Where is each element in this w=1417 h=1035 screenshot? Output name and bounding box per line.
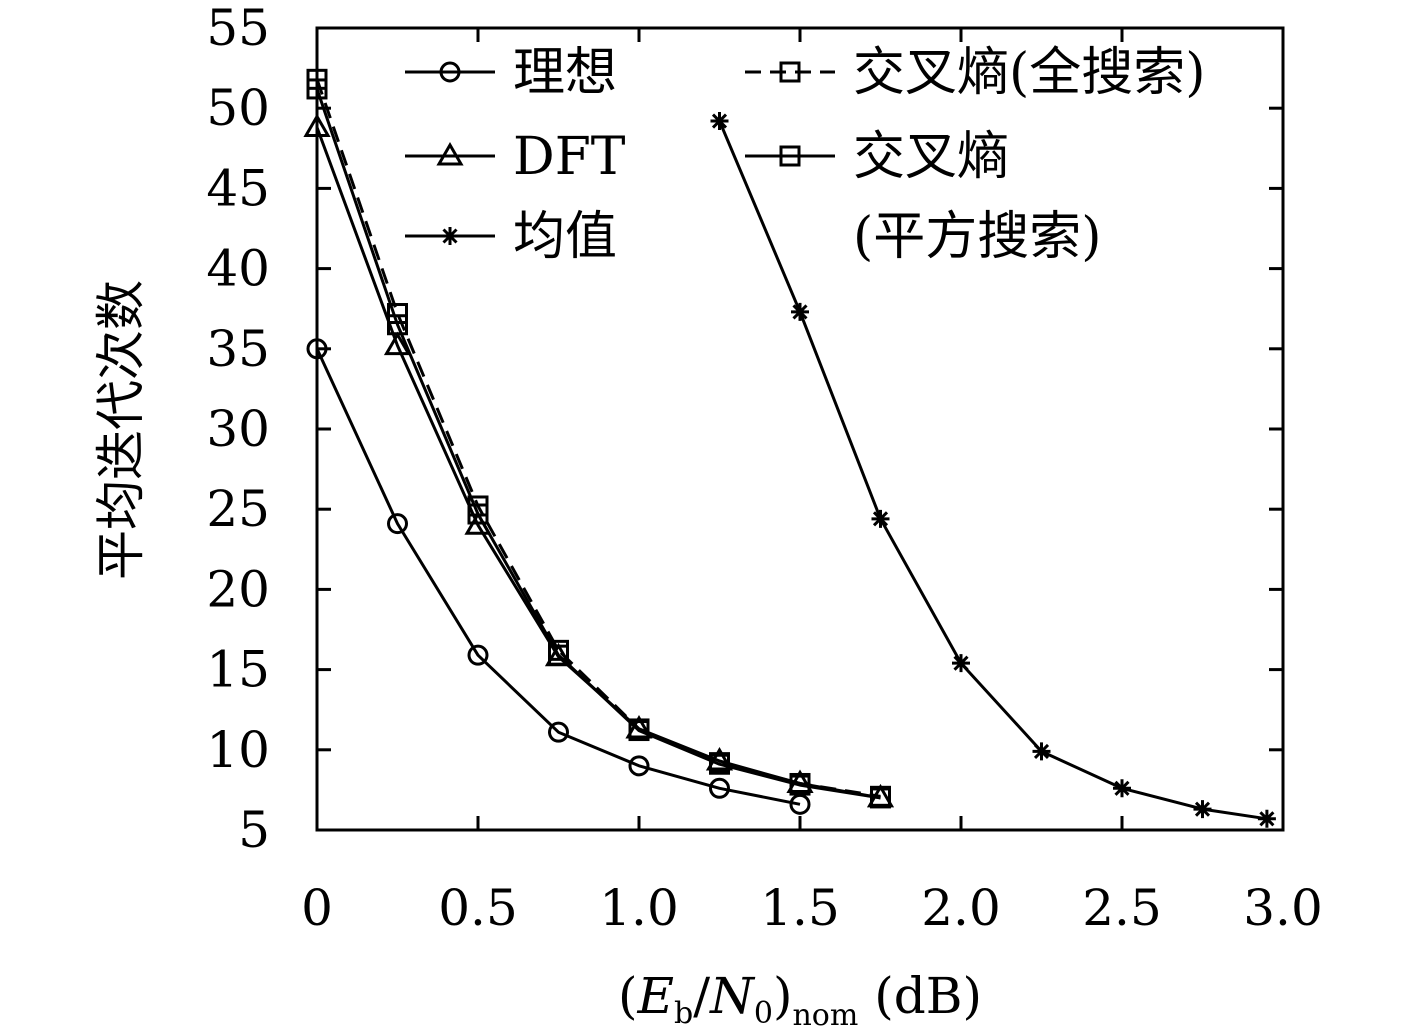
legend-item: 均值 [405, 207, 617, 267]
y-tick-label: 55 [206, 0, 270, 57]
legend-item: 交叉熵 (平方搜索) [745, 127, 1102, 267]
data-point [871, 509, 890, 528]
x-tick-label: 0.5 [438, 879, 518, 937]
series-line [315, 88, 881, 800]
legend-item: 交叉熵(全搜索) [745, 43, 1206, 103]
data-point [467, 503, 489, 525]
legend: 理想 DFT 均值 交叉熵(全搜索) 交叉熵 (平方搜索) [405, 43, 1206, 267]
series-line [315, 78, 881, 798]
y-axis-label: 平均迭代次数 [92, 280, 150, 580]
x-tick-label: 0 [301, 879, 333, 937]
legend-item: 理想 [405, 43, 617, 103]
legend-label: (平方搜索) [853, 207, 1102, 267]
legend-swatch-marker [779, 61, 801, 83]
series-lines [303, 68, 1276, 828]
y-tick-label: 40 [206, 240, 270, 298]
legend-label: DFT [513, 127, 626, 187]
data-point [467, 644, 489, 666]
data-point [709, 777, 730, 799]
axis-ticks: 5 10 15 20 25 30 35 40 45 50 55 0 0.5 1.0 1.5 2.0 2.5 3.0 [206, 0, 1322, 937]
x-tick-label: 3.0 [1243, 879, 1323, 937]
data-point [710, 112, 729, 131]
x-tick-label: 1.0 [599, 879, 679, 937]
y-tick-label: 20 [206, 560, 270, 618]
data-point [306, 338, 328, 360]
legend-swatch-marker [439, 61, 461, 83]
series-circle-solid [306, 338, 811, 815]
data-point [387, 314, 408, 336]
x-tick-label: 1.5 [760, 879, 840, 937]
y-tick-label: 10 [206, 721, 270, 779]
y-tick-label: 35 [206, 320, 270, 378]
data-point [628, 755, 650, 777]
legend-swatch-marker [441, 227, 459, 245]
data-point [1257, 809, 1276, 828]
x-tick-label: 2.0 [921, 879, 1001, 937]
data-point [789, 774, 811, 796]
data-point [548, 721, 569, 743]
series-square-solid [306, 78, 891, 809]
data-point [383, 331, 412, 356]
data-point [791, 302, 809, 321]
y-tick-label: 25 [206, 480, 270, 538]
data-point [952, 654, 970, 673]
legend-label: 均值 [513, 207, 617, 267]
data-point [387, 513, 408, 535]
data-point [1193, 800, 1212, 819]
data-point [1113, 779, 1131, 798]
data-point [303, 113, 331, 137]
legend-item: DFT [405, 127, 626, 187]
y-tick-label: 50 [206, 79, 270, 137]
data-point [548, 644, 569, 666]
series-line [315, 348, 801, 806]
x-axis-label: (Eb/N0)nom (dB) [618, 967, 982, 1033]
series-line [718, 120, 1268, 821]
x-tick-label: 2.5 [1082, 879, 1162, 937]
legend-label: 理想 [513, 43, 617, 103]
y-tick-label: 45 [206, 159, 270, 217]
y-tick-label: 5 [238, 801, 270, 859]
y-tick-label: 15 [206, 641, 270, 699]
data-point [709, 753, 730, 775]
y-tick-label: 30 [206, 400, 270, 458]
legend-label: 交叉熵 [853, 127, 1009, 187]
legend-swatch-marker [779, 145, 801, 167]
data-point [306, 78, 328, 100]
data-point [870, 787, 891, 809]
data-point [1032, 742, 1051, 761]
legend-label: 交叉熵(全搜索) [853, 43, 1206, 103]
legend-swatch-marker [436, 142, 464, 166]
data-point [628, 720, 650, 742]
series-star-solid [710, 112, 1276, 828]
